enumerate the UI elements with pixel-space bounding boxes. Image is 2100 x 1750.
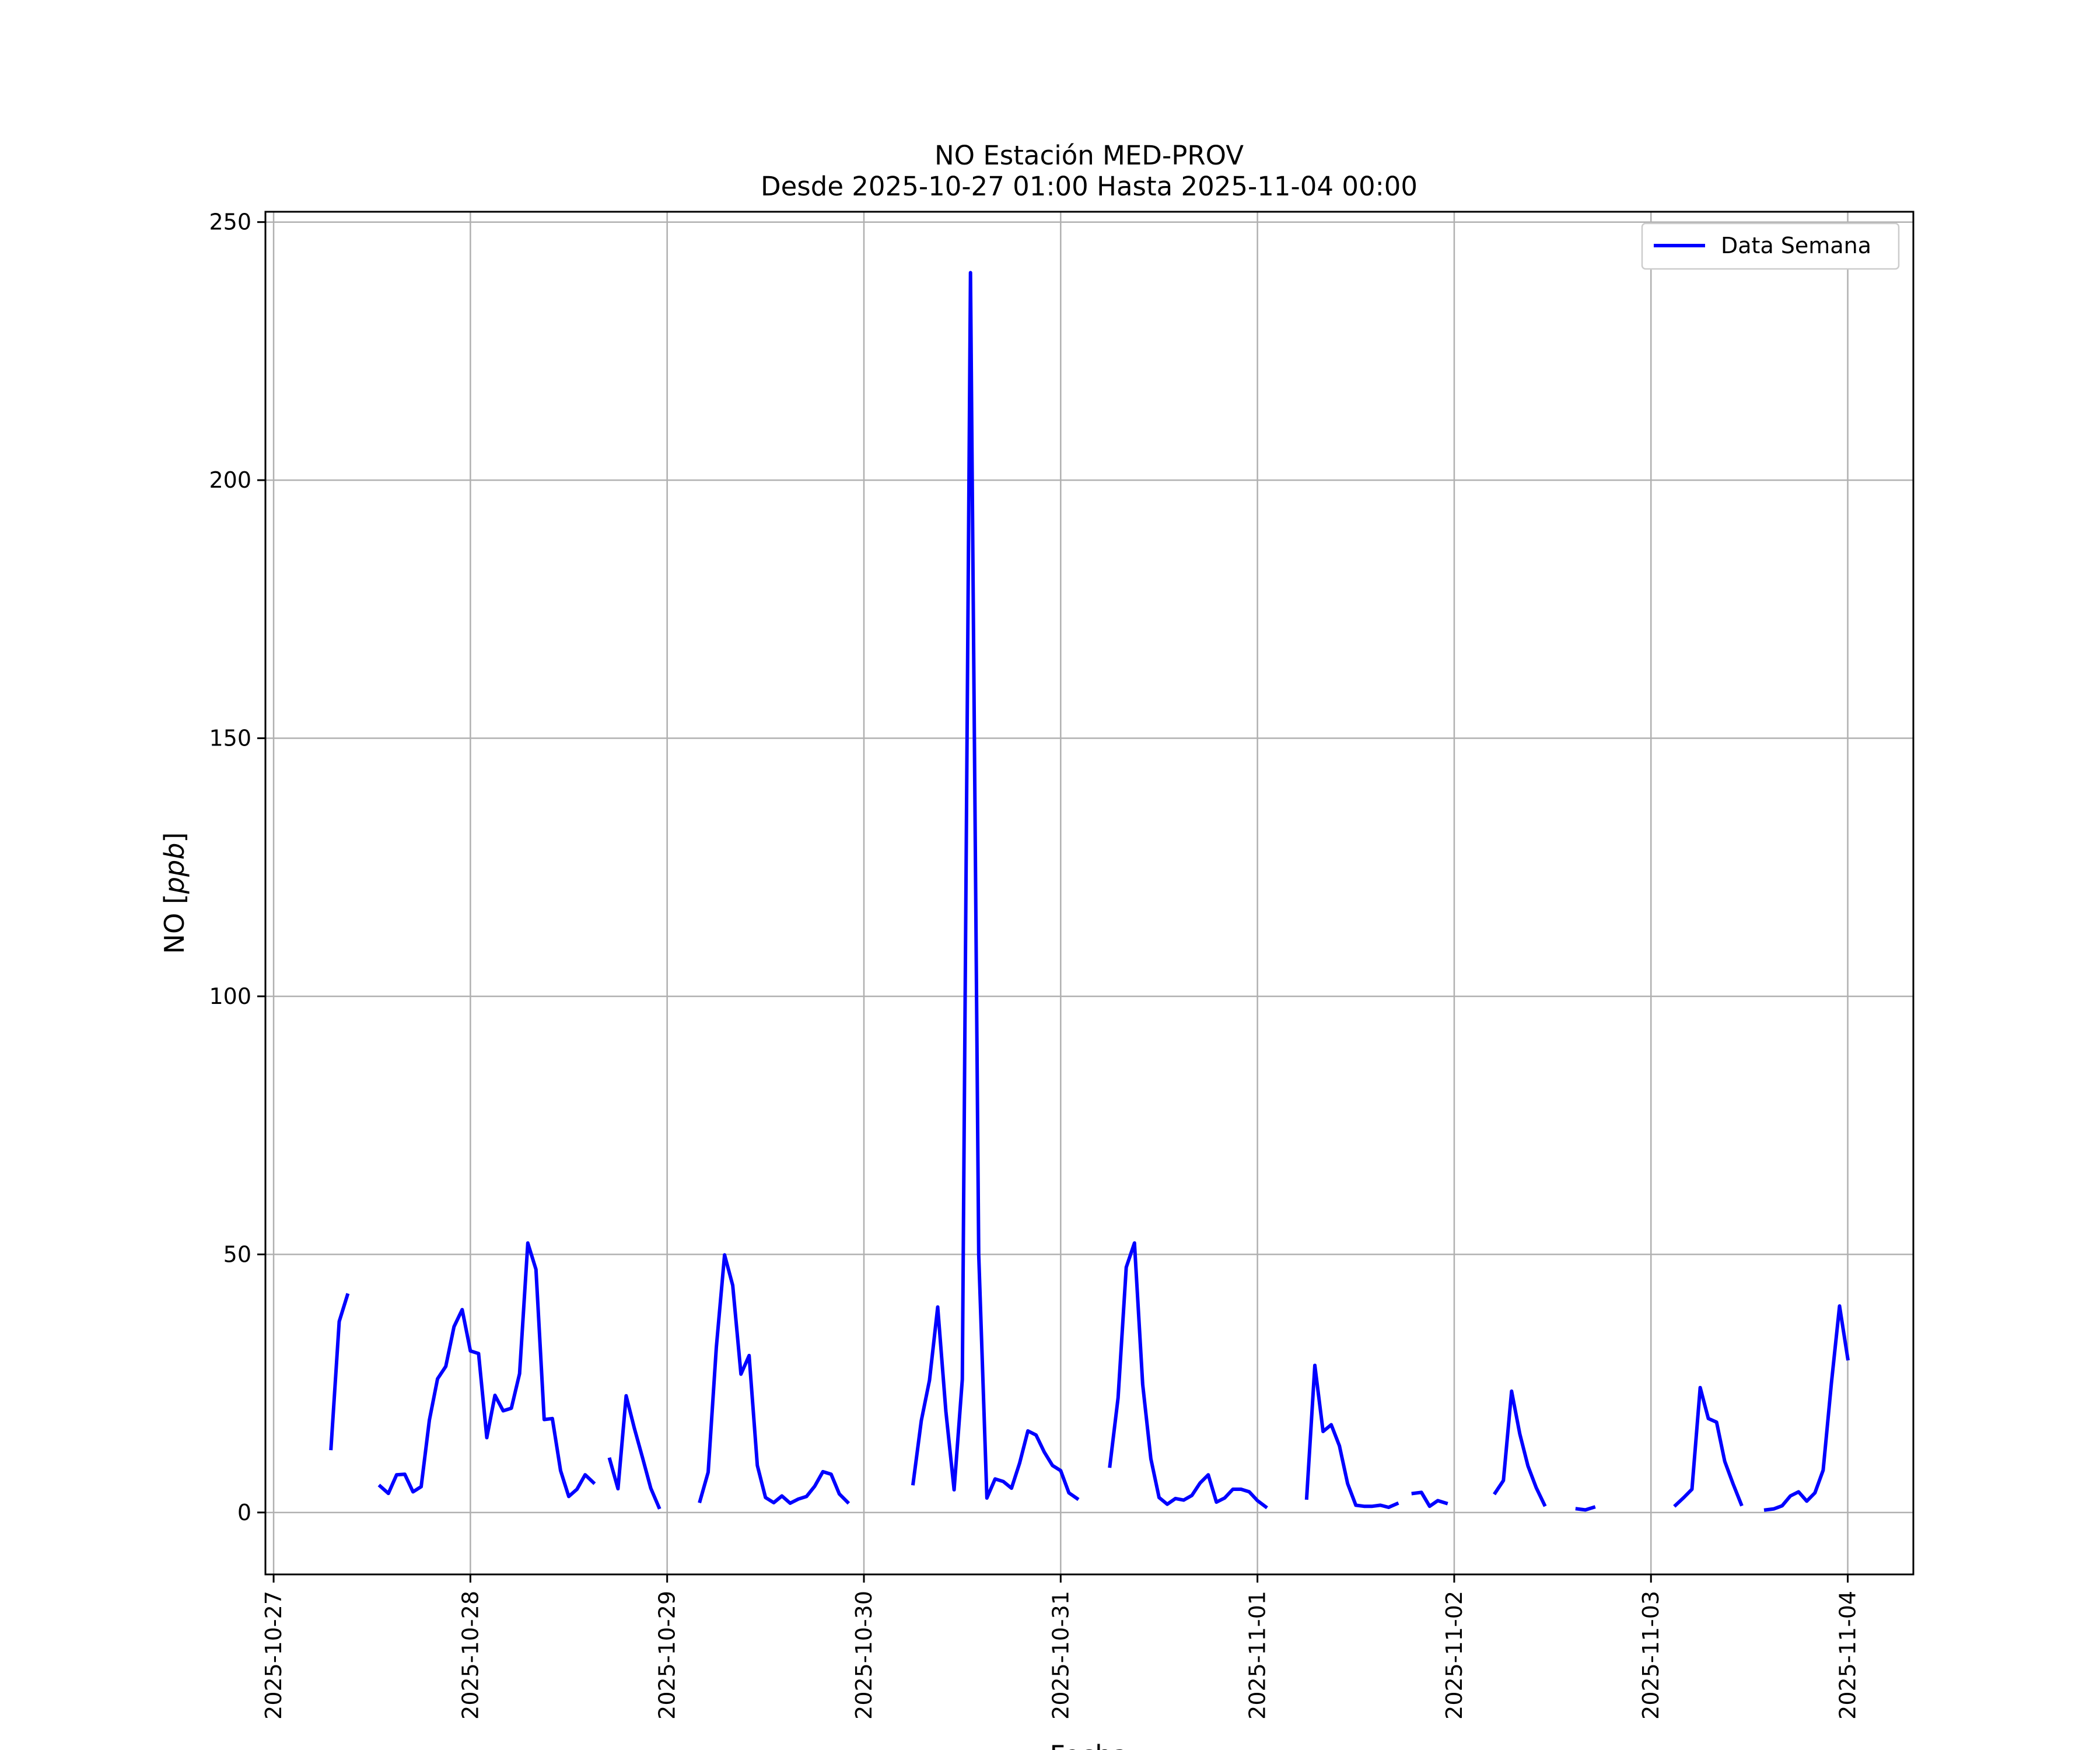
series-line-segment xyxy=(1304,1363,1399,1509)
series-line-segment xyxy=(607,1394,662,1510)
plot-frame xyxy=(264,211,1915,1576)
series-line-segment xyxy=(377,1241,596,1499)
series-line-segment xyxy=(1763,1304,1850,1512)
series-line-segment xyxy=(911,271,1080,1502)
x-tick-label: 2025-10-31 xyxy=(1048,1591,1073,1720)
chart-subtitle: Desde 2025-10-27 01:00 Hasta 2025-11-04 … xyxy=(761,171,1418,202)
y-tick-label: 250 xyxy=(209,209,251,235)
y-axis-label-unit: ppb xyxy=(159,843,190,895)
series-line-segment xyxy=(1493,1389,1547,1507)
y-axis-label: NO [ppb] xyxy=(159,832,190,954)
y-tick-label: 100 xyxy=(209,984,251,1009)
x-tick-label: 2025-10-28 xyxy=(457,1591,483,1720)
x-tick-label: 2025-11-04 xyxy=(1835,1591,1861,1720)
x-tick-label: 2025-11-01 xyxy=(1245,1591,1270,1720)
series-line-segment xyxy=(1673,1385,1744,1508)
series-group xyxy=(329,271,1850,1512)
x-tick-label: 2025-10-30 xyxy=(851,1591,877,1720)
legend-box xyxy=(1641,222,1900,270)
x-tick-label: 2025-10-27 xyxy=(261,1591,286,1720)
ticks: 2025-10-27 2025-10-28 2025-10-29 2025-10-30… xyxy=(209,209,1860,1720)
y-tick-label: 0 xyxy=(237,1500,251,1525)
x-axis-label: Fecha xyxy=(1050,1740,1129,1750)
series-line-segment xyxy=(1108,1241,1268,1510)
x-tick-label: 2025-11-03 xyxy=(1638,1591,1664,1720)
legend-label: Data Semana xyxy=(1721,233,1871,258)
y-axis-label-suffix: ] xyxy=(159,832,190,843)
y-tick-label: 200 xyxy=(209,467,251,493)
legend: Data Semana xyxy=(1641,222,1900,270)
series-line-segment xyxy=(1411,1490,1448,1508)
series-line-segment xyxy=(1575,1505,1596,1512)
y-tick-label: 150 xyxy=(209,726,251,751)
grid xyxy=(265,212,1913,1574)
chart-title: NO Estación MED-PROV xyxy=(935,140,1244,171)
x-tick-label: 2025-11-02 xyxy=(1441,1591,1467,1720)
series-line-segment xyxy=(329,1293,350,1451)
y-tick-label: 50 xyxy=(223,1241,251,1267)
x-tick-label: 2025-10-29 xyxy=(654,1591,680,1720)
y-axis-label-prefix: NO [ xyxy=(159,894,190,954)
series-line-segment xyxy=(698,1253,850,1505)
